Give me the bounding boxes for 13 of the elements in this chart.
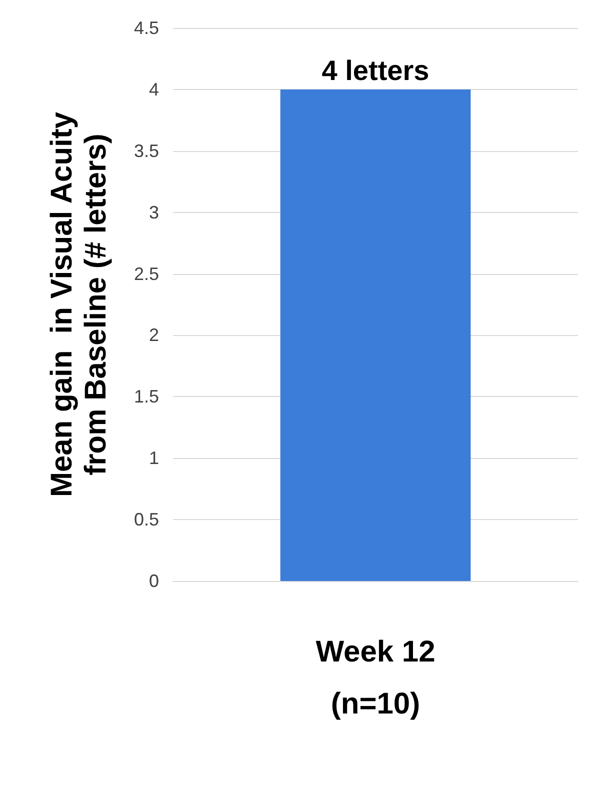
y-tick-label: 3 (148, 202, 159, 222)
y-tick-label: 1 (148, 448, 159, 468)
data-label: 4 letters (322, 54, 430, 86)
y-axis-title: Mean gain in Visual Acuity from Baseline (# letters) (46, 112, 112, 498)
y-tick-label: 3.5 (134, 140, 159, 161)
x-tick-label: Week 12 (n=10) (316, 636, 436, 720)
y-tick-label: 0.5 (134, 510, 159, 530)
y-tick-label: 4.5 (134, 18, 159, 38)
y-tick-label: 1.5 (134, 386, 159, 407)
y-tick-label: 2.5 (134, 264, 159, 284)
y-tick-label: 2 (148, 325, 159, 346)
y-tick-label: 4 (148, 79, 159, 100)
y-tick-label: 0 (148, 571, 159, 591)
